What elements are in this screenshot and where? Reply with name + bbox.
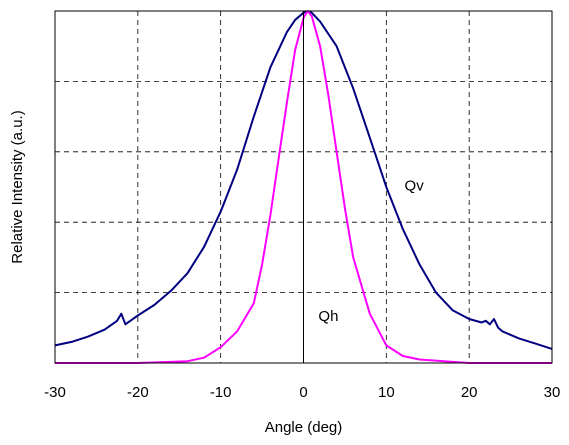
x-tick-label: 10 (378, 384, 395, 401)
x-tick-label: 0 (299, 384, 307, 401)
x-tick-label: -20 (127, 384, 149, 401)
x-tick-labels: -30 -20 -10 0 10 20 30 (44, 384, 560, 401)
x-tick-label: -30 (44, 384, 66, 401)
x-tick-label: 20 (461, 384, 478, 401)
x-axis-title: Angle (deg) (265, 419, 343, 436)
grid-lines (55, 11, 552, 363)
y-axis-title: Relative Intensity (a.u.) (9, 110, 26, 263)
series-annotations: Qv Qh (318, 178, 424, 325)
series-label-qh: Qh (318, 308, 338, 325)
series-label-qv: Qv (405, 178, 425, 195)
series-line-qv (54, 10, 553, 350)
series-line-qh (55, 10, 552, 364)
x-tick-label: 30 (544, 384, 561, 401)
x-tick-label: -10 (210, 384, 232, 401)
series-lines (54, 10, 553, 364)
